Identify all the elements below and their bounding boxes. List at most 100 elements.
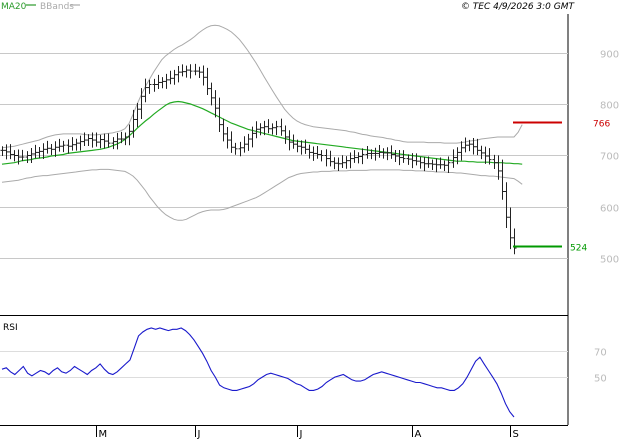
ohlc-bar [512,228,517,255]
ohlc-bar [336,157,341,172]
x-tick-label: A [415,429,422,440]
ohlc-bar [463,137,468,153]
ohlc-bar [217,97,222,133]
ohlc-bar [340,155,345,169]
ohlc-bar [147,79,152,94]
ohlc-bar [307,144,312,159]
ohlc-bar [332,157,337,170]
ohlc-bar [299,140,304,155]
timestamp: © TEC 4/9/2026 3:0 GMT [461,2,576,12]
bbands-lower-line [1,168,523,221]
level-label: 766 [593,120,610,130]
ohlc-bar [20,149,25,162]
ohlc-bar [221,118,226,142]
ohlc-bars [0,63,517,255]
ohlc-bar [279,118,284,136]
ohlc-bar [33,144,38,159]
ohlc-bar [156,74,161,90]
ohlc-bar [475,138,480,156]
ohlc-bar [369,149,374,160]
ohlc-bar [426,156,431,168]
ohlc-bar [377,144,382,158]
ohlc-bar [25,151,30,164]
ohlc-bar [242,136,247,153]
ohlc-bar [356,152,361,164]
ohlc-bar [348,152,353,169]
ohlc-bar [123,132,128,146]
ohlc-bar [508,207,513,250]
x-tick-label: S [513,429,519,440]
price-panel [0,14,568,315]
ohlc-bar [61,140,66,153]
price-tick-label: 600 [600,204,619,215]
ohlc-bar [504,182,509,229]
ohlc-bar [135,103,140,128]
ohlc-bar [319,150,324,162]
ohlc-bar [381,148,386,159]
ohlc-bar [115,132,120,150]
ohlc-bar [164,73,169,89]
ohlc-bar [82,132,87,147]
ohlc-bar [53,141,58,157]
ohlc-bar [180,64,185,77]
ohlc-bar [438,157,443,169]
ohlc-bar [328,150,333,167]
ohlc-bar [16,149,21,165]
ohlc-bar [4,144,9,160]
ma20-polyline [1,100,523,165]
ohlc-bar [225,126,230,149]
ohlc-bar [274,120,279,136]
rsi-polyline [1,327,515,418]
ohlc-bar [303,139,308,154]
ohlc-bar [360,148,365,165]
ohlc-bar [455,147,460,165]
ohlc-bar [233,142,238,155]
ohlc-bar [414,153,419,166]
ohlc-bar [119,131,124,144]
price-tick-label: 900 [600,50,619,61]
price-tick-label: 500 [600,255,619,266]
ohlc-bar [0,146,5,157]
ohlc-bar [254,121,259,139]
rsi-tick-label: 50 [594,374,607,385]
ohlc-bar [397,150,402,166]
ohlc-bar [45,140,50,154]
price-tick-label: 800 [600,101,619,112]
ohlc-bar [315,146,320,159]
ohlc-bar [471,138,476,155]
ohlc-bar [12,150,17,162]
ohlc-bar [168,70,173,85]
price-levels: 766 524 [513,120,610,254]
ohlc-bar [197,66,202,79]
ohlc-bar [102,133,107,149]
ohlc-bar [29,147,34,164]
ohlc-bar [205,67,210,95]
ohlc-bar [352,150,357,163]
ohlc-bar [238,141,243,157]
price-gridlines [0,53,568,259]
ohlc-bar [152,78,157,92]
ohlc-bar [459,141,464,161]
ohlc-bar [78,135,83,151]
ohlc-bar [201,65,206,86]
ohlc-bar [213,90,218,118]
ohlc-bar [111,137,116,150]
ohlc-bar [98,134,103,149]
ohlc-bar [160,77,165,89]
ohlc-bar [94,132,99,147]
ohlc-bar [188,64,193,79]
ohlc-bar [500,159,505,200]
price-tick-labels: 500 600 700 800 900 [600,50,619,266]
ohlc-bar [479,145,484,160]
ohlc-bar [139,88,144,119]
ohlc-bar [410,153,415,169]
ohlc-bar [295,139,300,153]
ohlc-bar [434,158,439,173]
ohlc-bar [90,132,95,148]
ohlc-bar [86,134,91,147]
ohlc-bar [41,143,46,159]
ohlc-bar [401,150,406,163]
ohlc-bar [487,148,492,165]
